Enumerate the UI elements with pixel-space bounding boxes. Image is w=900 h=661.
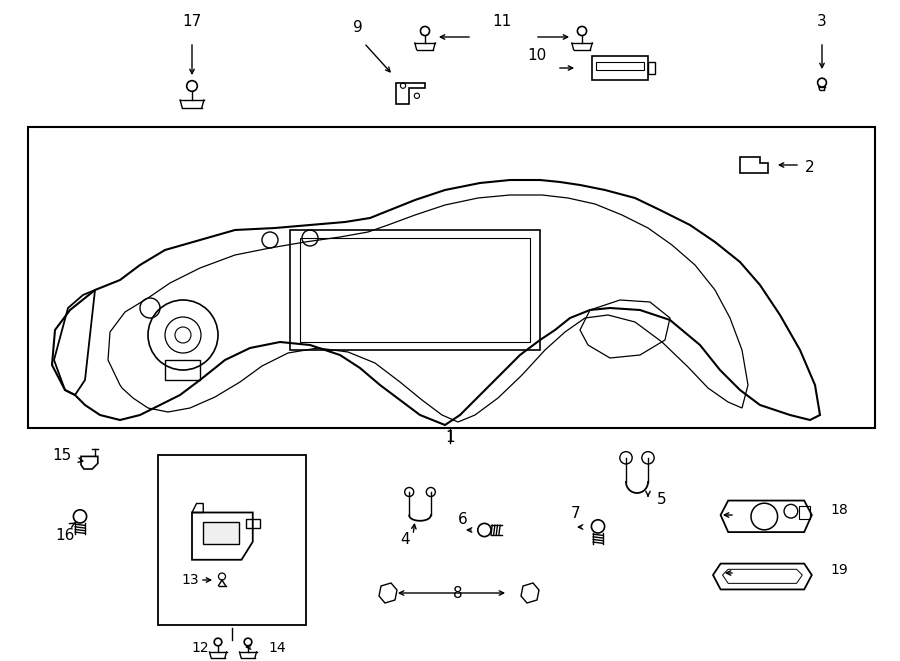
Text: 15: 15 [53,447,72,463]
Text: 1: 1 [446,430,454,446]
Text: 16: 16 [55,529,75,543]
Text: 10: 10 [527,48,546,63]
Text: 5: 5 [657,492,667,508]
Text: 11: 11 [492,15,511,30]
Bar [28,127,875,428]
Polygon shape [203,522,239,544]
Text: 12: 12 [191,641,209,655]
Text: 13: 13 [181,573,199,587]
Text: 8: 8 [454,586,463,600]
Text: 17: 17 [183,15,202,30]
Text: 6: 6 [458,512,468,527]
Text: 7: 7 [571,506,580,520]
Bar [158,455,306,625]
Text: 2: 2 [805,161,814,176]
Text: 18: 18 [830,503,848,517]
Text: 14: 14 [268,641,285,655]
Text: 19: 19 [830,563,848,577]
Text: 9: 9 [353,20,363,34]
Text: 3: 3 [817,15,827,30]
Text: 4: 4 [400,533,410,547]
